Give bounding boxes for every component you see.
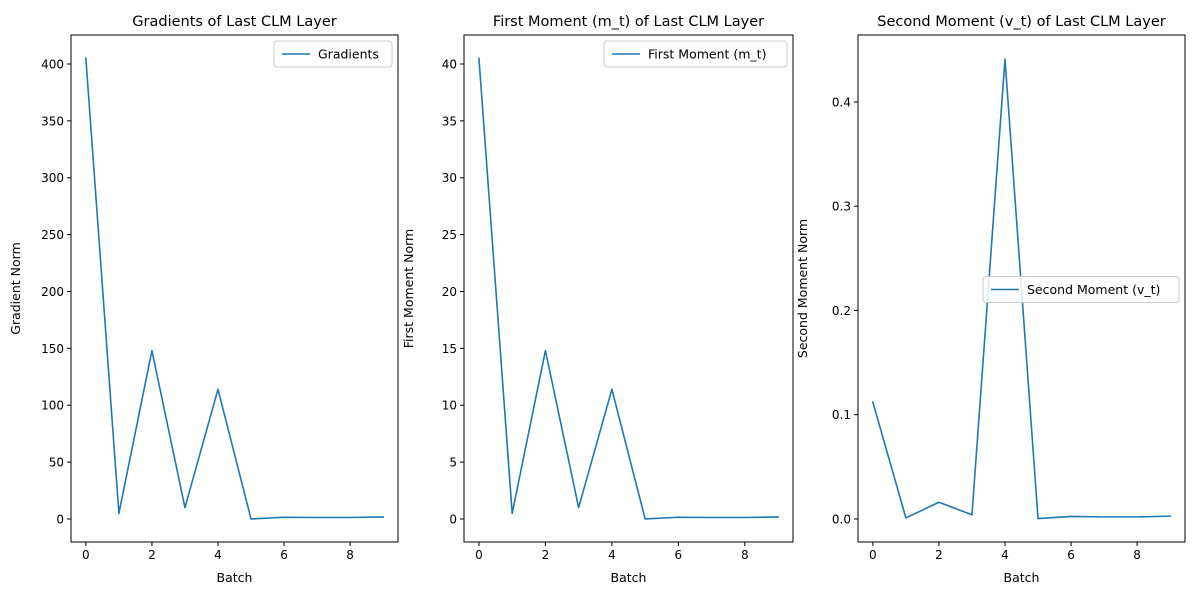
subplot-3: Second Moment (v_t) of Last CLM Layer 0 2 4… xyxy=(795,14,1186,585)
x-tick-label: 2 xyxy=(935,548,943,562)
y-tick-label: 200 xyxy=(41,285,64,299)
y-axis-label: First Moment Norm xyxy=(401,229,416,348)
legend-frame xyxy=(982,276,1180,303)
y-tick-label: 400 xyxy=(41,58,64,72)
y-tick-label: 40 xyxy=(442,58,457,72)
series-line xyxy=(478,57,779,520)
x-tick-label: 0 xyxy=(869,548,877,562)
x-tick-label: 6 xyxy=(675,548,683,562)
y-tick-label: 0 xyxy=(449,512,457,526)
legend-entry: Second Moment (v_t) xyxy=(1027,282,1160,297)
subplot-1: Gradients of Last CLM Layer 0 2 4 6 8 0 50 100 15… xyxy=(8,14,399,585)
x-tick-label: 6 xyxy=(1067,548,1075,562)
y-tick-label: 0 xyxy=(56,512,64,526)
y-tick-label: 0.0 xyxy=(832,512,851,526)
y-tick-label: 10 xyxy=(442,399,457,413)
y-tick-label: 0.4 xyxy=(832,95,851,109)
x-axis-label: Batch xyxy=(611,570,647,585)
x-tick-label: 4 xyxy=(608,548,616,562)
x-tick-label: 8 xyxy=(741,548,749,562)
y-tick-label: 15 xyxy=(442,342,457,356)
series-line xyxy=(85,57,384,520)
x-tick-label: 8 xyxy=(346,548,354,562)
x-tick-label: 8 xyxy=(1133,548,1141,562)
x-axis-label: Batch xyxy=(217,570,253,585)
chart-title: Second Moment (v_t) of Last CLM Layer xyxy=(877,14,1166,30)
y-tick-label: 30 xyxy=(442,171,457,185)
x-tick-label: 4 xyxy=(214,548,222,562)
y-axis-label: Second Moment Norm xyxy=(795,219,810,358)
y-tick-label: 35 xyxy=(442,114,457,128)
y-tick-label: 350 xyxy=(41,114,64,128)
y-tick-label: 150 xyxy=(41,342,64,356)
y-axis-label: Gradient Norm xyxy=(8,242,23,334)
legend: Gradients xyxy=(273,40,393,68)
axes-frame xyxy=(463,34,794,543)
y-tick-label: 50 xyxy=(49,456,64,470)
y-tick-label: 250 xyxy=(41,228,64,242)
y-tick-label: 0.3 xyxy=(832,200,851,214)
y-tick-label: 25 xyxy=(442,228,457,242)
y-tick-label: 20 xyxy=(442,285,457,299)
x-tick-label: 2 xyxy=(542,548,550,562)
axes-frame xyxy=(70,34,399,543)
x-tick-label: 2 xyxy=(148,548,156,562)
y-tick-label: 100 xyxy=(41,399,64,413)
chart-title: Gradients of Last CLM Layer xyxy=(132,14,336,30)
subplot-2: First Moment (m_t) of Last CLM Layer 0 2 4 6… xyxy=(401,14,794,585)
x-tick-label: 6 xyxy=(280,548,288,562)
x-axis-label: Batch xyxy=(1004,570,1040,585)
y-tick-label: 5 xyxy=(449,456,457,470)
y-tick-label: 0.2 xyxy=(832,304,851,318)
y-tick-label: 300 xyxy=(41,171,64,185)
legend-frame xyxy=(603,40,788,68)
legend: Second Moment (v_t) xyxy=(982,276,1180,303)
legend-frame xyxy=(273,40,393,68)
x-tick-label: 0 xyxy=(475,548,483,562)
y-tick-label: 0.1 xyxy=(832,408,851,422)
legend-entry: Gradients xyxy=(318,47,379,62)
chart-title: First Moment (m_t) of Last CLM Layer xyxy=(493,14,764,30)
legend-entry: First Moment (m_t) xyxy=(648,47,766,62)
legend: First Moment (m_t) xyxy=(603,40,788,68)
axes-frame xyxy=(857,34,1186,543)
x-tick-label: 0 xyxy=(82,548,90,562)
x-tick-label: 4 xyxy=(1001,548,1009,562)
